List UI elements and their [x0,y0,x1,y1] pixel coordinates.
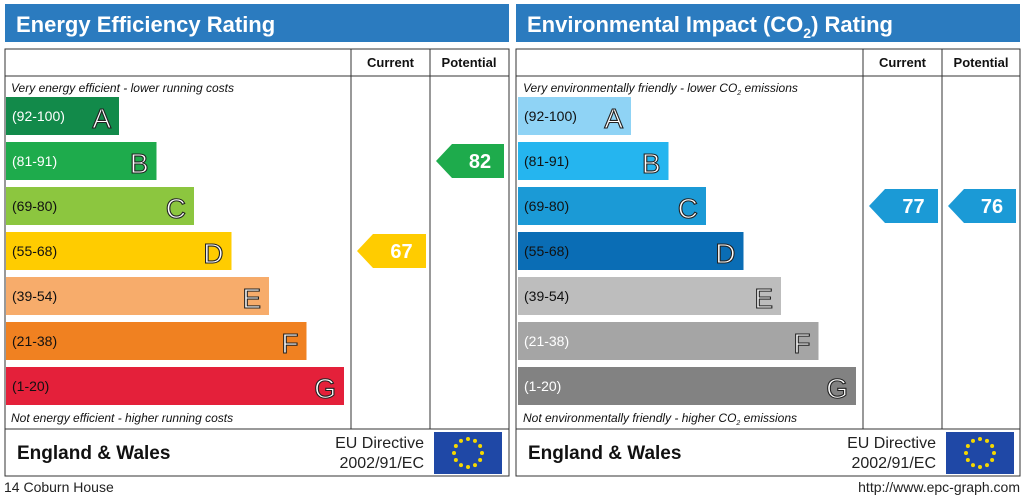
panel2-band-range-d: (55-68) [524,243,569,259]
panel1-band-d [6,232,232,270]
source-url[interactable]: http://www.epc-graph.com [858,479,1020,495]
panel2-eu-star-icon [990,458,995,462]
panel1-band-b [6,142,157,180]
panel2-band-letter-d: D [715,238,735,269]
panel1-band-range-b: (81-91) [12,153,57,169]
panel1-band-range-e: (39-54) [12,288,57,304]
panel2-band-e [518,277,781,315]
panel2-current-value: 77 [902,196,924,218]
panel2-bottom-note: Not environmentally friendly - higher CO… [523,411,797,427]
panel1-band-range-a: (92-100) [12,108,65,124]
panel1-band-letter-d: D [203,238,223,269]
panel1-current-arrow [357,234,426,268]
panel2-eu-star-icon [964,451,968,455]
panel2-band-range-e: (39-54) [524,288,569,304]
panel1-header [5,4,509,42]
panel2-directive-line1: EU Directive [847,435,936,452]
panel2-band-letter-f: F [793,328,810,359]
panel2-header [516,4,1020,42]
panel1-band-c [6,187,194,225]
panel1-band-letter-f: F [281,328,298,359]
panel2-eu-star-icon [978,465,982,469]
panel1-band-range-f: (21-38) [12,333,57,349]
panel2-title: Environmental Impact (CO2) Rating [527,12,893,41]
panel1-band-range-g: (1-20) [12,378,49,394]
panel1-band-e [6,277,269,315]
panel1-band-range-d: (55-68) [12,243,57,259]
panel2-current-arrow [869,189,938,223]
panel1-eu-star-icon [478,444,483,448]
panel2-top-note: Very environmentally friendly - lower CO… [523,81,798,97]
panel2-band-letter-e: E [754,283,773,314]
panel2-band-g [518,367,856,405]
panel2-eu-star-icon [965,444,970,448]
panel1-bottom-note: Not energy efficient - higher running co… [11,411,233,425]
panel2-eu-star-icon [992,451,996,455]
panel2-eu-star-icon [965,458,970,462]
panel1-col-potential-label: Potential [442,55,497,70]
panel1-region-label: England & Wales [17,443,170,464]
panel2-band-letter-a: A [604,103,623,134]
panel2-eu-star-icon [985,438,989,443]
panel2-band-range-f: (21-38) [524,333,569,349]
panel2-potential-arrow [948,189,1016,223]
panel2-band-range-a: (92-100) [524,108,577,124]
panel1-band-letter-g: G [314,373,336,404]
panel1-directive-line1: EU Directive [335,435,424,452]
panel2-eu-star-icon [985,463,989,468]
panel2-band-d [518,232,744,270]
panel2-band-f [518,322,819,360]
panel2-col-current-label: Current [879,55,927,70]
property-name: 14 Coburn House [4,479,114,495]
panel1-potential-value: 82 [469,151,491,173]
panel2-band-letter-g: G [826,373,848,404]
panel1-eu-star-icon [473,438,477,443]
panel1-band-letter-a: A [92,103,111,134]
panel2-eu-star-icon [978,437,982,441]
panel1-eu-star-icon [453,444,458,448]
panel2-eu-star-icon [990,444,995,448]
panel1-eu-star-icon [466,465,470,469]
panel1-band-a [6,97,119,135]
panel1-band-letter-e: E [242,283,261,314]
panel1-eu-star-icon [452,451,456,455]
panel1-eu-star-icon [453,458,458,462]
panel1-band-range-c: (69-80) [12,198,57,214]
panel1-top-note: Very energy efficient - lower running co… [11,81,234,95]
panel1-col-current-label: Current [367,55,415,70]
panel2-band-a [518,97,631,135]
panel1-title: Energy Efficiency Rating [16,12,275,37]
panel2-potential-value: 76 [981,196,1003,218]
panel1-current-value: 67 [390,241,412,263]
panel2-region-label: England & Wales [528,443,681,464]
panel1-band-letter-b: B [130,148,149,179]
panel2-band-letter-c: C [678,193,698,224]
panel1-eu-star-icon [478,458,483,462]
panel1-eu-star-icon [480,451,484,455]
panel2-band-letter-b: B [642,148,661,179]
panel2-band-range-g: (1-20) [524,378,561,394]
panel2-eu-star-icon [971,438,975,443]
panel2-band-range-b: (81-91) [524,153,569,169]
panel2-band-b [518,142,669,180]
panel2-band-c [518,187,706,225]
panel1-potential-arrow [436,144,504,178]
panel2-eu-star-icon [971,463,975,468]
panel1-eu-star-icon [459,438,463,443]
panel1-directive-line2: 2002/91/EC [339,455,424,472]
panel1-band-f [6,322,307,360]
panel1-band-g [6,367,344,405]
panel1-eu-star-icon [459,463,463,468]
panel2-directive-line2: 2002/91/EC [851,455,936,472]
panel2-col-potential-label: Potential [954,55,1009,70]
panel1-band-letter-c: C [166,193,186,224]
panel2-band-range-c: (69-80) [524,198,569,214]
panel1-eu-star-icon [473,463,477,468]
panel1-eu-star-icon [466,437,470,441]
